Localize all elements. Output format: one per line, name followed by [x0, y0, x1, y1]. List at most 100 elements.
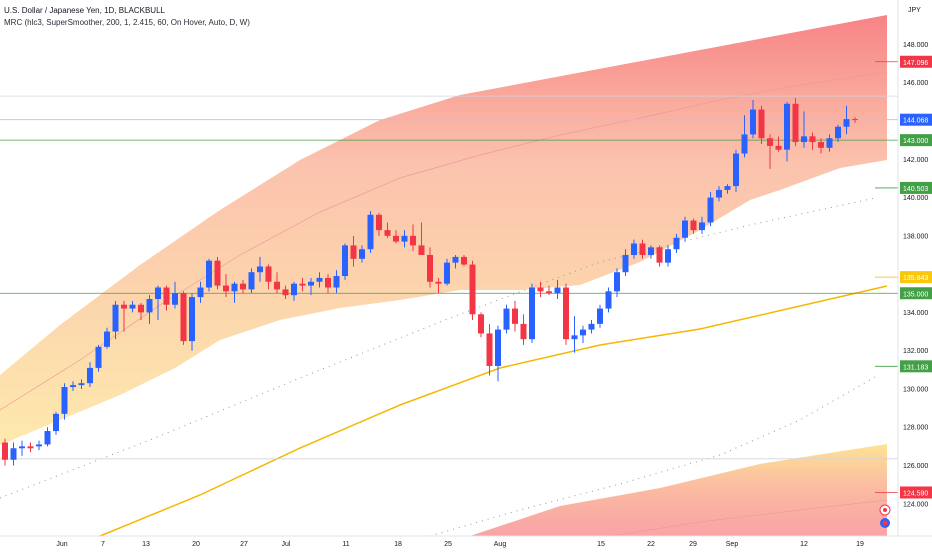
candle-body — [53, 413, 59, 432]
candles-group — [2, 98, 858, 466]
candle-body — [95, 346, 102, 368]
candle-body — [316, 277, 323, 282]
price-label-bg — [900, 181, 932, 194]
time-tick-label: 25 — [444, 541, 452, 548]
candle-body — [605, 291, 612, 309]
candle-body — [112, 304, 119, 332]
candle-body — [622, 254, 629, 273]
price-label: 144.068 — [903, 118, 928, 125]
candle-body — [197, 287, 204, 298]
candle-body — [291, 283, 297, 296]
candle-body — [554, 287, 561, 294]
price-label-bg — [900, 113, 932, 126]
candle-body — [248, 272, 255, 290]
price-tick-label: 128.000 — [903, 425, 928, 432]
candle-body — [418, 245, 425, 255]
candle-body — [469, 264, 476, 315]
candle-body — [673, 237, 680, 250]
candle-body — [146, 298, 153, 313]
price-tick-label: 138.000 — [903, 233, 928, 240]
candle-body — [843, 119, 850, 127]
candle-body — [342, 245, 348, 277]
time-tick-label: 13 — [142, 541, 150, 548]
candle-body — [767, 138, 773, 146]
candle-body — [529, 287, 535, 340]
price-label-bg — [900, 134, 932, 147]
candle-body — [792, 103, 799, 143]
candle-body — [427, 254, 433, 282]
candle-body — [401, 235, 408, 242]
lower-band — [470, 444, 887, 536]
price-tick-label: 146.000 — [903, 80, 928, 87]
candle-body — [588, 323, 595, 330]
candle-body — [537, 287, 544, 292]
candle-body — [308, 281, 314, 286]
candle-body — [758, 109, 765, 139]
event-icon-dot — [883, 508, 887, 512]
price-tick-label: 148.000 — [903, 42, 928, 49]
candle-body — [563, 287, 569, 340]
candle-body — [87, 367, 93, 384]
candle-body — [359, 249, 365, 259]
price-tick-label: 126.000 — [903, 463, 928, 470]
time-tick-label: Sep — [726, 541, 739, 548]
candle-body — [240, 283, 246, 290]
price-label-bg — [900, 360, 932, 373]
price-label: 131.183 — [903, 364, 928, 371]
price-label: 143.000 — [903, 138, 928, 145]
time-tick-label: 22 — [647, 541, 655, 548]
candle-body — [333, 276, 340, 288]
candle-body — [639, 243, 646, 255]
candle-body — [61, 387, 68, 414]
symbol-title: U.S. Dollar / Japanese Yen, 1D, BLACKBUL… — [4, 6, 165, 15]
time-tick-label: 29 — [689, 541, 697, 548]
price-label-bg — [900, 55, 932, 68]
candle-body — [129, 304, 136, 309]
candle-body — [818, 142, 824, 148]
candle-body — [707, 197, 714, 223]
candle-body — [274, 281, 280, 290]
candle-body — [265, 266, 272, 282]
price-tick-label: 134.000 — [903, 310, 928, 317]
time-tick-label: Jun — [56, 541, 67, 548]
candle-body — [44, 431, 51, 445]
candle-body — [214, 260, 221, 286]
price-label: 135.843 — [903, 275, 928, 282]
candle-body — [809, 136, 816, 143]
candle-body — [410, 235, 416, 246]
candle-body — [665, 249, 671, 263]
candle-body — [163, 287, 170, 305]
candle-body — [648, 247, 654, 255]
candle-body — [325, 277, 331, 288]
candle-body — [257, 266, 263, 273]
time-tick-label: 15 — [597, 541, 605, 548]
candle-body — [376, 214, 382, 231]
currency-label: JPY — [908, 7, 921, 14]
candle-body — [682, 220, 688, 238]
price-tick-label: 142.000 — [903, 157, 928, 164]
candle-body — [478, 314, 484, 334]
candle-body — [852, 119, 858, 121]
price-label: 147.096 — [903, 60, 928, 67]
candle-body — [121, 304, 127, 309]
time-tick-label: 20 — [192, 541, 200, 548]
price-tick-label: 140.000 — [903, 195, 928, 202]
indicator-title: MRC (hlc3, SuperSmoother, 200, 1, 2.415,… — [4, 18, 250, 27]
candle-body — [546, 291, 552, 294]
candle-body — [435, 281, 442, 284]
candle-body — [231, 283, 238, 292]
candle-body — [724, 186, 731, 190]
candle-body — [2, 442, 8, 460]
time-tick-label: 12 — [800, 541, 808, 548]
candle-body — [138, 304, 144, 313]
candle-body — [784, 103, 790, 150]
price-label: 140.503 — [903, 186, 928, 193]
candle-body — [597, 308, 603, 324]
time-tick-label: Jul — [282, 541, 291, 548]
candle-body — [750, 109, 756, 135]
candle-body — [10, 448, 17, 460]
candle-body — [571, 335, 578, 340]
candle-body — [826, 138, 833, 148]
